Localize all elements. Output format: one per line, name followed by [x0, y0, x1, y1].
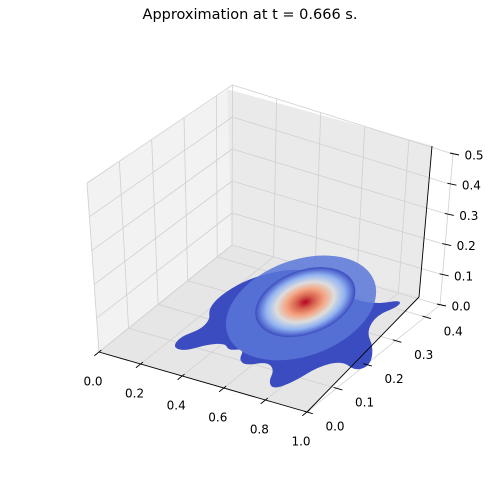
grid-line — [93, 180, 233, 285]
tick-mark — [442, 243, 452, 247]
tick-marks — [94, 152, 460, 417]
tick-label: 0.2 — [457, 239, 476, 253]
tick-label: 0.2 — [125, 387, 144, 401]
grid-line — [86, 84, 233, 184]
grid-line — [183, 117, 189, 281]
tick-mark — [444, 212, 454, 216]
tick-mark — [333, 386, 343, 391]
grid-line — [89, 116, 233, 218]
tick-label: 0.3 — [414, 348, 433, 362]
tick-mark — [303, 410, 313, 415]
grid-line — [231, 84, 233, 246]
tick-label: 0.1 — [454, 269, 473, 283]
tick-mark — [392, 339, 402, 343]
grid-line — [128, 327, 337, 389]
tick-mark — [135, 361, 144, 369]
tick-label: 0.1 — [355, 396, 374, 410]
tick-label: 0.0 — [451, 300, 470, 314]
tick-label: 0.2 — [385, 372, 404, 386]
tick-mark — [439, 273, 449, 277]
tick-mark — [218, 385, 227, 393]
x-axis-line — [98, 351, 308, 413]
grid-line — [96, 212, 233, 319]
grid-line — [151, 139, 159, 305]
grid-line — [231, 212, 443, 276]
chart-title: Approximation at t = 0.666 s. — [142, 7, 358, 23]
grid-line — [306, 304, 441, 413]
tick-label: 0.0 — [83, 375, 102, 389]
tick-mark — [363, 363, 373, 367]
axis-lines — [98, 145, 433, 413]
y-axis-line — [306, 296, 420, 413]
grid-line — [98, 244, 233, 353]
tick-label: 0.4 — [462, 179, 481, 193]
tick-label: 1.0 — [291, 435, 310, 449]
tick-mark — [177, 373, 185, 381]
grid-line — [232, 180, 446, 245]
grid-line — [314, 112, 322, 270]
tick-label: 0.8 — [250, 423, 269, 437]
grid-line — [215, 95, 218, 257]
grid-line — [140, 256, 274, 365]
grid-line — [118, 161, 129, 329]
tick-label: 0.4 — [167, 399, 186, 413]
tick-mark — [260, 397, 269, 405]
grid-line — [439, 153, 454, 306]
grid-line — [273, 98, 277, 258]
tick-label: 0.4 — [444, 324, 463, 338]
grid-line — [232, 148, 448, 215]
tick-label: 0.3 — [459, 209, 478, 223]
tick-label: 0.6 — [208, 411, 227, 425]
tick-mark — [449, 152, 460, 156]
tick-mark — [436, 303, 447, 307]
tick-labels: 0.0 0.2 0.4 0.6 0.8 1.0 0.0 0.1 0.2 0.3 0.4 0.0 0.1 0… — [83, 149, 483, 449]
grid-line — [232, 116, 451, 185]
tick-label: 0.0 — [325, 420, 344, 434]
z-axis-line — [418, 145, 433, 298]
grid-line — [356, 126, 366, 282]
tick-mark — [94, 349, 102, 357]
grid-line — [91, 148, 233, 251]
surface-plot — [174, 255, 400, 388]
grid-line — [232, 84, 454, 155]
grid-line — [86, 182, 100, 353]
tick-mark — [422, 315, 432, 319]
grid-line — [398, 140, 410, 294]
tick-mark — [302, 409, 310, 417]
tick-mark — [447, 182, 457, 186]
surface-peak — [255, 267, 356, 338]
tick-label: 0.5 — [464, 149, 483, 163]
